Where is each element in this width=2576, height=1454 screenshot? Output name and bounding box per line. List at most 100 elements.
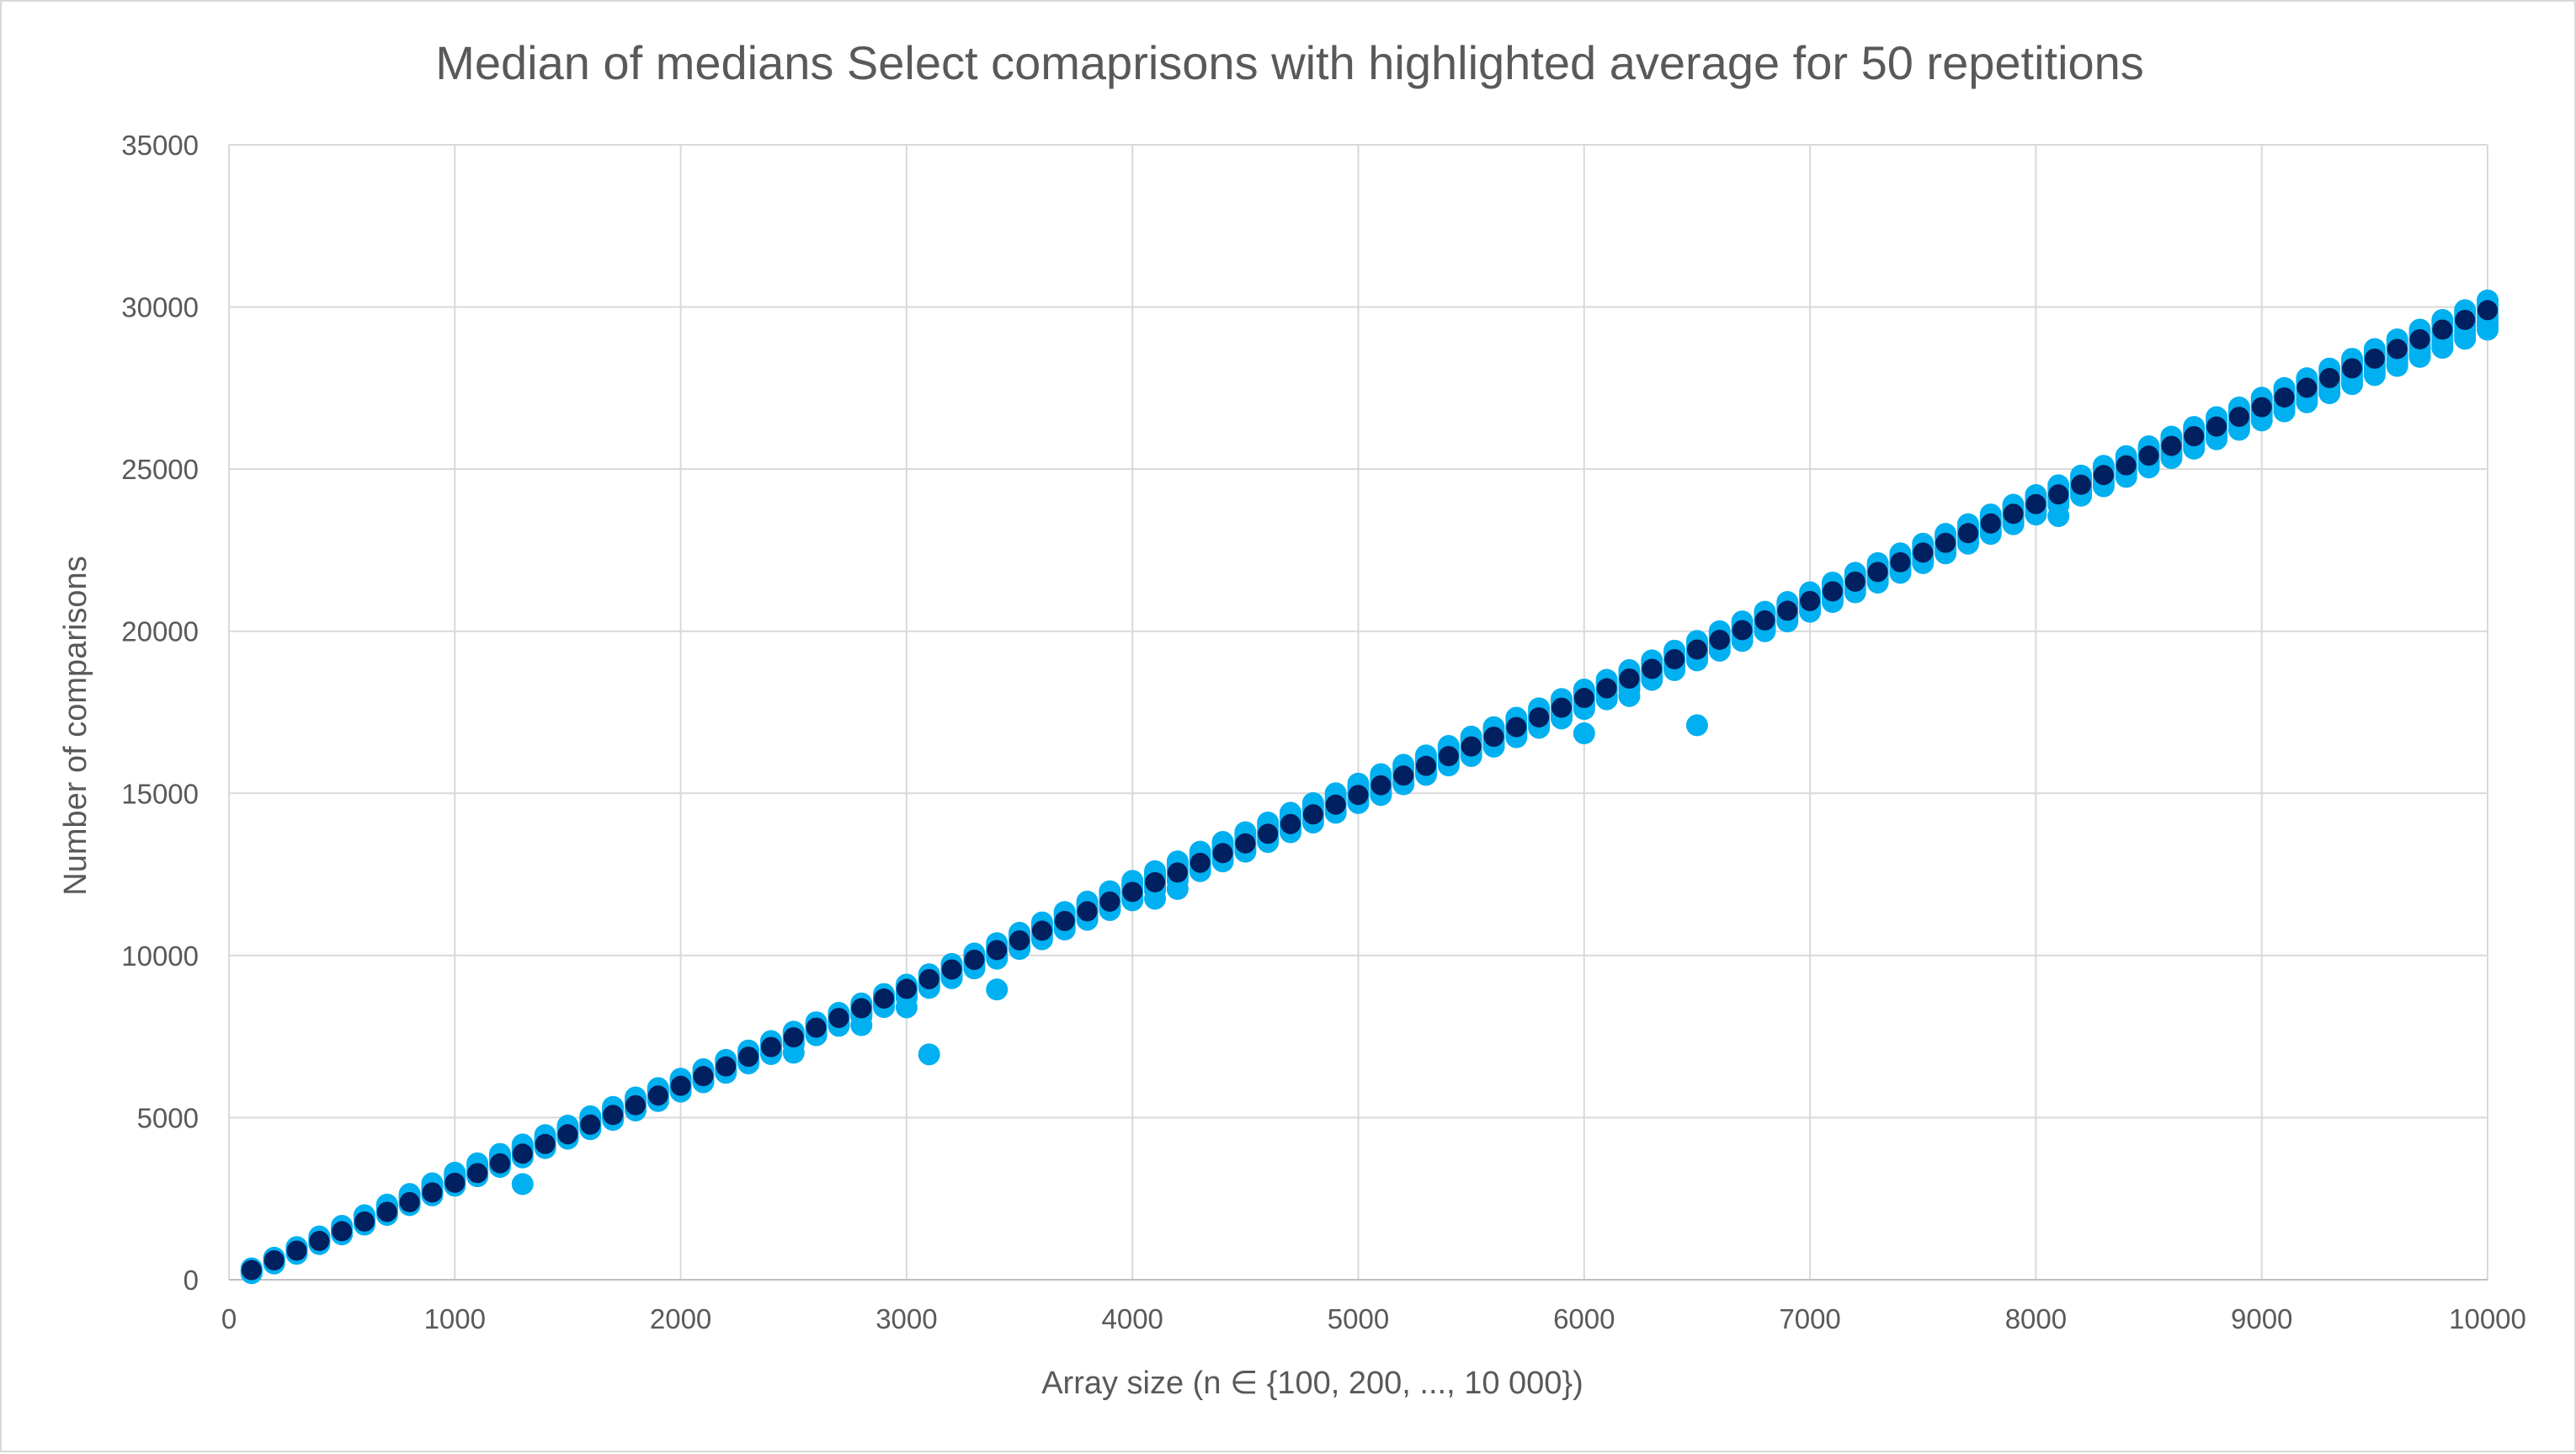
average-point	[332, 1221, 353, 1242]
repetition-outlier-point	[1166, 877, 1189, 900]
average-point	[1844, 571, 1865, 592]
x-tick-label: 8000	[2005, 1303, 2067, 1334]
average-point	[354, 1211, 375, 1232]
x-tick-label: 3000	[876, 1303, 937, 1334]
average-point	[1754, 610, 1775, 631]
tick-labels: 0 5000 10000 15000 20000 25000 30000 35000 0 1000…	[121, 130, 2526, 1334]
x-tick-label: 9000	[2231, 1303, 2292, 1334]
average-point	[2274, 387, 2295, 408]
average-point	[2409, 328, 2430, 349]
average-point	[670, 1075, 691, 1096]
repetition-outlier-point	[1685, 714, 1708, 737]
repetition-outlier-point	[895, 996, 918, 1019]
average-point	[1642, 658, 1663, 679]
average-point	[1483, 727, 1504, 748]
average-point	[2319, 368, 2340, 389]
average-point	[1302, 804, 1323, 825]
average-point	[851, 998, 872, 1019]
average-point	[964, 949, 985, 970]
average-point	[1212, 843, 1233, 864]
chart-title: Median of medians Select comaprisons wit…	[435, 36, 2144, 89]
x-tick-label: 5000	[1328, 1303, 1389, 1334]
y-tick-label: 5000	[137, 1102, 199, 1133]
average-point	[1009, 929, 1030, 951]
average-point	[1370, 775, 1392, 796]
average-point	[1099, 891, 1120, 912]
average-point	[1054, 910, 1075, 931]
average-point	[2228, 407, 2249, 428]
y-tick-label: 30000	[121, 292, 199, 323]
average-point	[263, 1249, 285, 1270]
average-point	[467, 1163, 488, 1184]
x-tick-label: 7000	[1779, 1303, 1840, 1334]
x-tick-label: 0	[221, 1303, 237, 1334]
average-point	[896, 978, 917, 999]
average-point	[1596, 678, 1617, 699]
average-point	[2116, 455, 2137, 476]
average-point	[1393, 765, 1414, 786]
repetition-outlier-point	[918, 1043, 940, 1066]
average-point	[1348, 785, 1369, 806]
average-point	[987, 940, 1008, 961]
average-point	[1709, 629, 1730, 650]
x-tick-label: 10000	[2449, 1303, 2526, 1334]
average-point	[2478, 300, 2498, 321]
average-point	[1461, 736, 1482, 757]
average-point	[1800, 590, 1821, 611]
x-tick-label: 4000	[1101, 1303, 1163, 1334]
repetition-outlier-point	[2047, 504, 2070, 527]
average-point	[1935, 532, 1956, 553]
y-axis-title: Number of comparisons	[58, 556, 93, 895]
average-point	[1122, 881, 1143, 903]
average-point	[1732, 620, 1753, 641]
average-point	[874, 988, 895, 1009]
average-point	[2455, 309, 2476, 330]
average-point	[760, 1036, 781, 1057]
average-point	[1777, 600, 1798, 621]
average-point	[1529, 707, 1550, 728]
average-point	[1415, 755, 1436, 776]
average-point	[1551, 697, 1572, 718]
average-point	[625, 1094, 646, 1116]
average-point	[2161, 435, 2182, 456]
average-point	[2093, 465, 2114, 486]
x-axis-title: Array size (n ∈ {100, 200, ..., 10 000})	[1041, 1366, 1583, 1401]
average-point	[1325, 794, 1346, 815]
average-point	[1190, 852, 1211, 873]
average-point	[941, 959, 962, 980]
average-point	[1258, 823, 1279, 844]
average-point	[918, 969, 939, 990]
average-point	[512, 1143, 533, 1164]
y-tick-label: 10000	[121, 940, 199, 972]
repetition-outlier-point	[850, 1014, 873, 1036]
average-point	[2251, 397, 2272, 418]
average-point	[806, 1017, 827, 1038]
average-point	[2184, 426, 2205, 447]
average-point	[1867, 562, 1888, 583]
repetition-outlier-point	[1144, 887, 1167, 910]
x-tick-label: 2000	[650, 1303, 711, 1334]
average-point	[1031, 920, 1052, 941]
x-tick-label: 6000	[1553, 1303, 1615, 1334]
average-point	[716, 1056, 737, 1077]
data-points	[240, 289, 2499, 1285]
average-point	[1686, 639, 1707, 660]
average-point	[1235, 833, 1256, 854]
average-point	[241, 1260, 262, 1281]
average-point	[1619, 668, 1640, 690]
average-point	[1957, 523, 1978, 544]
repetition-outlier-point	[986, 978, 1009, 1001]
average-point	[399, 1191, 420, 1212]
average-point	[2071, 474, 2092, 495]
average-point	[828, 1008, 849, 1029]
average-point	[1280, 813, 1301, 834]
average-point	[783, 1027, 804, 1048]
average-point	[2048, 484, 2069, 505]
average-point	[2342, 358, 2363, 379]
average-point	[1167, 862, 1188, 883]
average-point	[489, 1153, 510, 1174]
y-tick-label: 35000	[121, 130, 199, 161]
average-point	[738, 1047, 759, 1068]
average-point	[693, 1066, 714, 1087]
